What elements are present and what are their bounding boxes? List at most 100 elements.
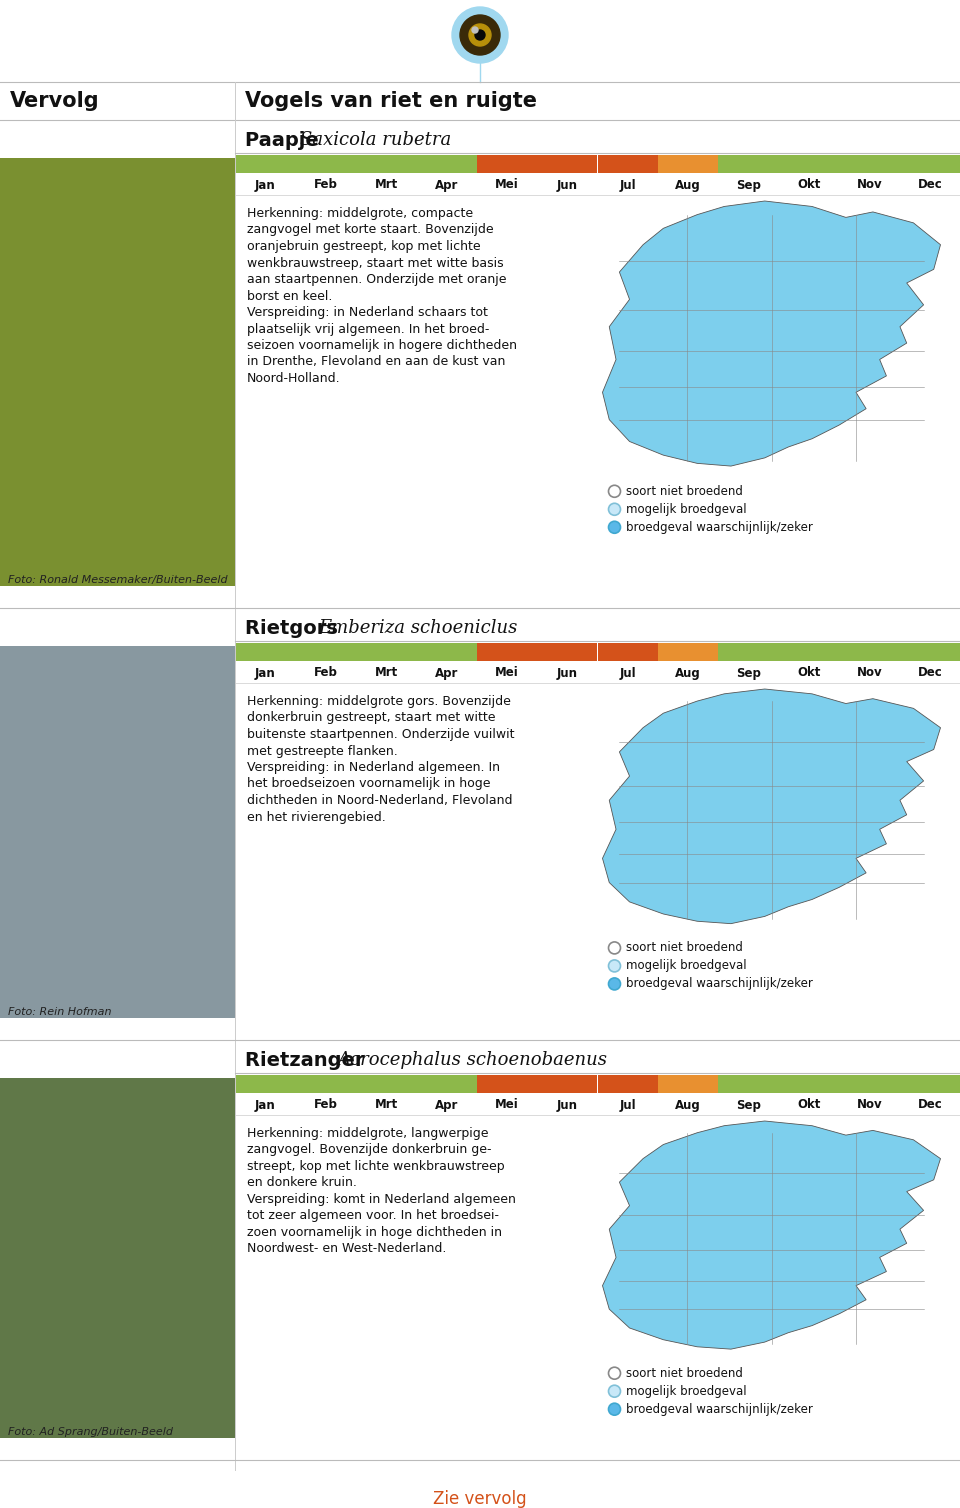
Text: Nov: Nov [856,178,882,192]
Text: Apr: Apr [435,667,458,680]
Text: Dec: Dec [918,667,942,680]
Text: soort niet broedend: soort niet broedend [626,484,742,498]
Bar [597,1075,658,1093]
Text: Mrt: Mrt [374,667,397,680]
Text: Dec: Dec [918,178,942,192]
Text: aan staartpennen. Onderzijde met oranje: aan staartpennen. Onderzijde met oranje [247,273,507,287]
Bar [779,1075,839,1093]
Bar [356,642,417,661]
Text: Mei: Mei [495,667,518,680]
Text: Mrt: Mrt [374,178,397,192]
Bar [603,201,941,475]
Text: Saxicola rubetra: Saxicola rubetra [300,131,451,149]
Polygon shape [603,201,941,466]
Bar [296,642,356,661]
Text: wenkbrauwstreep, staart met witte basis: wenkbrauwstreep, staart met witte basis [247,256,504,270]
Text: Verspreiding: in Nederland schaars tot: Verspreiding: in Nederland schaars tot [247,306,488,320]
Text: plaatselijk vrij algemeen. In het broed-: plaatselijk vrij algemeen. In het broed- [247,323,490,335]
Bar [779,155,839,173]
Text: Herkenning: middelgrote gors. Bovenzijde: Herkenning: middelgrote gors. Bovenzijde [247,695,511,707]
Text: Aug: Aug [675,178,701,192]
Text: Herkenning: middelgrote, langwerpige: Herkenning: middelgrote, langwerpige [247,1126,489,1140]
Text: oranjebruin gestreept, kop met lichte: oranjebruin gestreept, kop met lichte [247,240,481,253]
Text: Vogels van riet en ruigte: Vogels van riet en ruigte [245,90,537,112]
Bar [603,689,941,930]
Bar [597,642,658,661]
Text: Okt: Okt [797,667,821,680]
Text: Aug: Aug [675,1098,701,1111]
Text: Vervolg: Vervolg [10,90,100,112]
Text: Jun: Jun [557,178,578,192]
Text: Paapje: Paapje [245,131,325,149]
Polygon shape [603,689,941,924]
Bar [296,155,356,173]
Bar [477,642,537,661]
Text: Okt: Okt [797,178,821,192]
Text: Okt: Okt [797,1098,821,1111]
Text: en het rivierengebied.: en het rivierengebied. [247,810,386,823]
Text: Foto: Ronald Messemaker/Buiten-Beeld: Foto: Ronald Messemaker/Buiten-Beeld [8,575,228,585]
Bar [537,155,597,173]
Text: Apr: Apr [435,178,458,192]
Text: broedgeval waarschijnlijk/zeker: broedgeval waarschijnlijk/zeker [626,520,812,534]
Text: Nov: Nov [856,667,882,680]
Text: soort niet broedend: soort niet broedend [626,941,742,955]
Circle shape [472,27,478,33]
Text: Rietzanger: Rietzanger [245,1051,372,1069]
Text: streept, kop met lichte wenkbrauwstreep: streept, kop met lichte wenkbrauwstreep [247,1160,505,1173]
Text: Acrocephalus schoenobaenus: Acrocephalus schoenobaenus [337,1051,607,1069]
Text: Sep: Sep [736,667,761,680]
Text: Emberiza schoeniclus: Emberiza schoeniclus [319,618,518,636]
Bar [718,642,779,661]
Bar [417,1075,477,1093]
Circle shape [609,1404,620,1415]
Text: Noordwest- en West-Nederland.: Noordwest- en West-Nederland. [247,1243,446,1256]
Text: Jan: Jan [254,178,276,192]
Text: Herkenning: middelgrote, compacte: Herkenning: middelgrote, compacte [247,207,473,220]
Bar [477,155,537,173]
Text: Feb: Feb [314,1098,338,1111]
Circle shape [609,486,620,498]
Text: Mei: Mei [495,178,518,192]
Text: Jul: Jul [619,667,636,680]
Bar [658,1075,718,1093]
Text: Apr: Apr [435,1098,458,1111]
Text: seizoen voornamelijk in hogere dichtheden: seizoen voornamelijk in hogere dichthede… [247,339,517,351]
Bar [0,645,235,1018]
Text: Jan: Jan [254,1098,276,1111]
Bar [658,642,718,661]
Bar [900,155,960,173]
Bar [597,155,658,173]
Text: Jun: Jun [557,1098,578,1111]
Text: broedgeval waarschijnlijk/zeker: broedgeval waarschijnlijk/zeker [626,977,812,991]
Bar [718,155,779,173]
Bar [417,642,477,661]
Circle shape [609,977,620,989]
Circle shape [609,522,620,534]
Text: mogelijk broedgeval: mogelijk broedgeval [626,502,746,516]
Text: Verspreiding: komt in Nederland algemeen: Verspreiding: komt in Nederland algemeen [247,1193,516,1206]
Bar [839,155,900,173]
Text: mogelijk broedgeval: mogelijk broedgeval [626,959,746,973]
Circle shape [609,1386,620,1398]
Bar [417,155,477,173]
Text: zoen voornamelijk in hoge dichtheden in: zoen voornamelijk in hoge dichtheden in [247,1226,502,1240]
Circle shape [609,961,620,973]
Polygon shape [603,1120,941,1350]
Text: Jul: Jul [619,1098,636,1111]
Text: soort niet broedend: soort niet broedend [626,1366,742,1380]
Text: Jan: Jan [254,667,276,680]
Bar [0,158,235,587]
Text: Jun: Jun [557,667,578,680]
Circle shape [475,30,485,41]
Bar [658,155,718,173]
Circle shape [609,1368,620,1380]
Bar [296,1075,356,1093]
Text: Zie vervolg: Zie vervolg [433,1490,527,1508]
Bar [356,1075,417,1093]
Bar [356,155,417,173]
Text: in Drenthe, Flevoland en aan de kust van: in Drenthe, Flevoland en aan de kust van [247,356,505,368]
Text: Rietgors: Rietgors [245,618,345,638]
Bar [235,642,296,661]
Text: Feb: Feb [314,667,338,680]
